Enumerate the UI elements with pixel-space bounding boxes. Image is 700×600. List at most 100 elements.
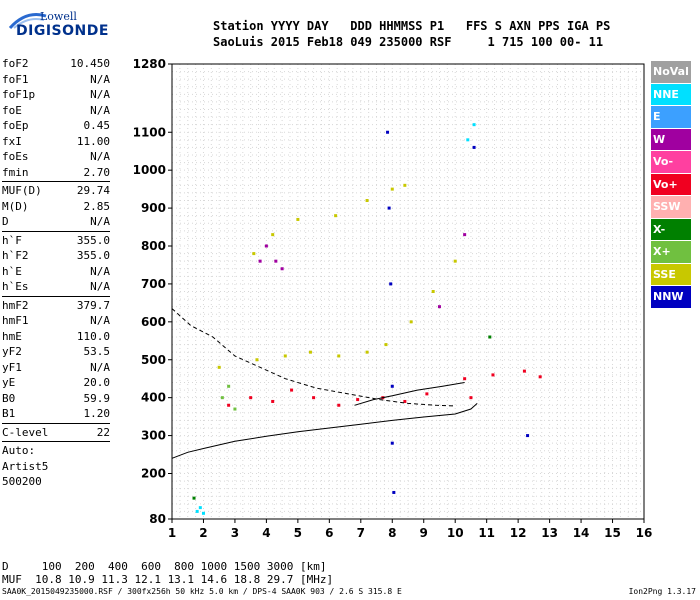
muf-row: MUF 10.8 10.9 11.3 12.1 13.1 14.6 18.8 2… <box>2 573 334 586</box>
legend-item: W <box>651 128 691 150</box>
y-tick-label: 400 <box>141 391 166 405</box>
param-value: N/A <box>90 215 110 228</box>
param-key: h`F2 <box>2 249 29 262</box>
x-tick-label: 4 <box>262 526 270 540</box>
param-row: yF1 N/A <box>2 360 110 376</box>
echo-point <box>280 267 284 271</box>
echo-point <box>290 388 294 392</box>
echo-point <box>312 396 316 400</box>
legend-item: X+ <box>651 241 691 263</box>
param-row: h`F 355.0 <box>2 233 110 249</box>
x-tick-label: 5 <box>294 526 302 540</box>
echo-point <box>264 244 268 248</box>
param-value: N/A <box>90 360 110 374</box>
auto-scaling-line: 500200 <box>2 475 42 488</box>
echo-point <box>233 407 237 411</box>
echo-point <box>409 320 413 324</box>
param-value: 11.00 <box>76 134 110 148</box>
echo-point <box>538 375 542 379</box>
echo-point <box>365 350 369 354</box>
param-key: foF2 <box>2 57 29 70</box>
param-value: 355.0 <box>76 249 110 262</box>
x-tick-label: 8 <box>388 526 396 540</box>
param-row: yE 20.0 <box>2 375 110 391</box>
echo-point <box>463 377 467 381</box>
x-tick-label: 11 <box>478 526 495 540</box>
echo-point <box>283 354 287 358</box>
param-separator <box>2 181 110 182</box>
echo-point <box>258 259 262 263</box>
echo-point <box>469 396 473 400</box>
param-key: M(D) <box>2 199 29 213</box>
param-value: 20.0 <box>83 376 111 389</box>
file-info-footer: SAA0K_2015049235000.RSF / 300fx256h 50 k… <box>2 587 402 596</box>
echo-point <box>249 396 253 400</box>
echo-point <box>195 509 199 513</box>
param-value: 379.7 <box>76 298 110 312</box>
param-value: N/A <box>90 103 110 117</box>
echo-point <box>227 384 231 388</box>
param-key: foF1 <box>2 72 29 86</box>
x-tick-label: 15 <box>604 526 621 540</box>
param-key: B0 <box>2 391 16 405</box>
param-row: B1 1.20 <box>2 406 110 422</box>
echo-point <box>365 199 369 202</box>
x-tick-label: 3 <box>231 526 239 540</box>
x-tick-label: 1 <box>168 526 176 540</box>
y-tick-label: 800 <box>141 239 166 253</box>
param-key: foEp <box>2 119 29 132</box>
param-key: fmin <box>2 165 29 179</box>
param-row: hmF2 379.7 <box>2 298 110 314</box>
echo-point <box>466 138 470 142</box>
true-height-profile-line <box>171 403 478 459</box>
echo-point <box>491 373 495 377</box>
x-tick-label: 10 <box>447 526 464 540</box>
echo-point <box>390 187 394 191</box>
echo-point <box>252 252 256 256</box>
param-key: hmF1 <box>2 314 29 327</box>
param-value: N/A <box>90 150 110 163</box>
param-row: foF1 N/A <box>2 72 110 88</box>
echo-point <box>390 384 394 388</box>
param-value: 2.85 <box>83 199 111 213</box>
y-tick-label: 1280 <box>133 57 166 71</box>
x-tick-label: 9 <box>420 526 428 540</box>
echo-point <box>386 130 390 134</box>
legend-item: NNW <box>651 286 691 308</box>
distance-row: D 100 200 400 600 800 1000 1500 3000 [km… <box>2 560 327 573</box>
echo-point <box>403 183 407 187</box>
param-key: yF2 <box>2 345 22 358</box>
echo-point <box>337 403 341 407</box>
echo-point <box>425 392 429 396</box>
param-key: D <box>2 215 9 228</box>
param-key: hmF2 <box>2 298 29 312</box>
echo-point <box>356 398 360 402</box>
param-key: hmE <box>2 329 22 343</box>
echo-point <box>308 350 312 354</box>
param-row: foEs N/A <box>2 149 110 165</box>
param-value: N/A <box>90 72 110 86</box>
echo-point <box>403 399 407 403</box>
legend-item: Vo+ <box>651 173 691 195</box>
param-separator <box>2 441 110 442</box>
param-row: MUF(D) 29.74 <box>2 183 110 199</box>
param-row: hmF1 N/A <box>2 313 110 329</box>
echo-point <box>472 145 476 149</box>
param-row: M(D) 2.85 <box>2 199 110 215</box>
param-key: h`Es <box>2 280 29 293</box>
param-separator <box>2 230 110 232</box>
echo-point <box>296 217 300 221</box>
y-tick-label: 700 <box>141 277 166 291</box>
echo-point <box>463 233 467 237</box>
auto-scaling-line: Artist5 <box>2 459 49 473</box>
y-tick-label: 200 <box>141 467 166 481</box>
x-tick-label: 16 <box>636 526 653 540</box>
echo-point <box>390 441 394 445</box>
param-row: fxI 11.00 <box>2 134 110 150</box>
param-row: C-level 22 <box>2 425 110 441</box>
legend-item: SSW <box>651 196 691 218</box>
param-value: 10.450 <box>70 57 110 70</box>
plot-frame <box>171 63 645 520</box>
param-separator <box>2 295 110 297</box>
